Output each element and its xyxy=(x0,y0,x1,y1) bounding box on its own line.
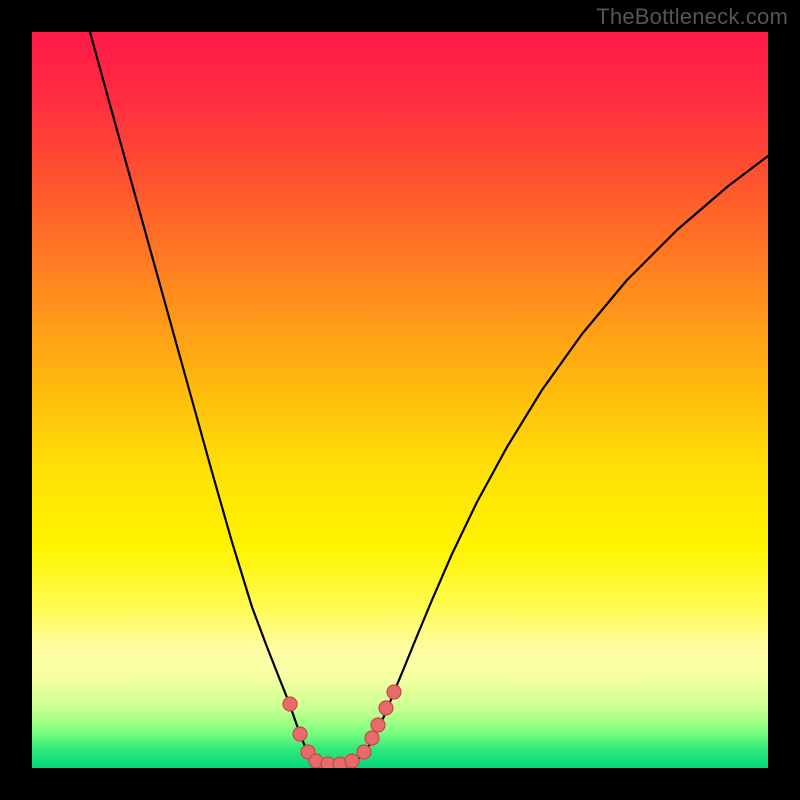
marker-point xyxy=(357,745,371,759)
marker-point xyxy=(345,754,359,768)
marker-point xyxy=(283,697,297,711)
marker-point xyxy=(379,701,393,715)
marker-point xyxy=(371,718,385,732)
marker-point xyxy=(293,727,307,741)
marker-point xyxy=(365,731,379,745)
chart-container: TheBottleneck.com xyxy=(0,0,800,800)
watermark-text: TheBottleneck.com xyxy=(596,4,788,30)
plot-background xyxy=(32,32,768,768)
bottleneck-chart xyxy=(0,0,800,800)
marker-point xyxy=(387,685,401,699)
